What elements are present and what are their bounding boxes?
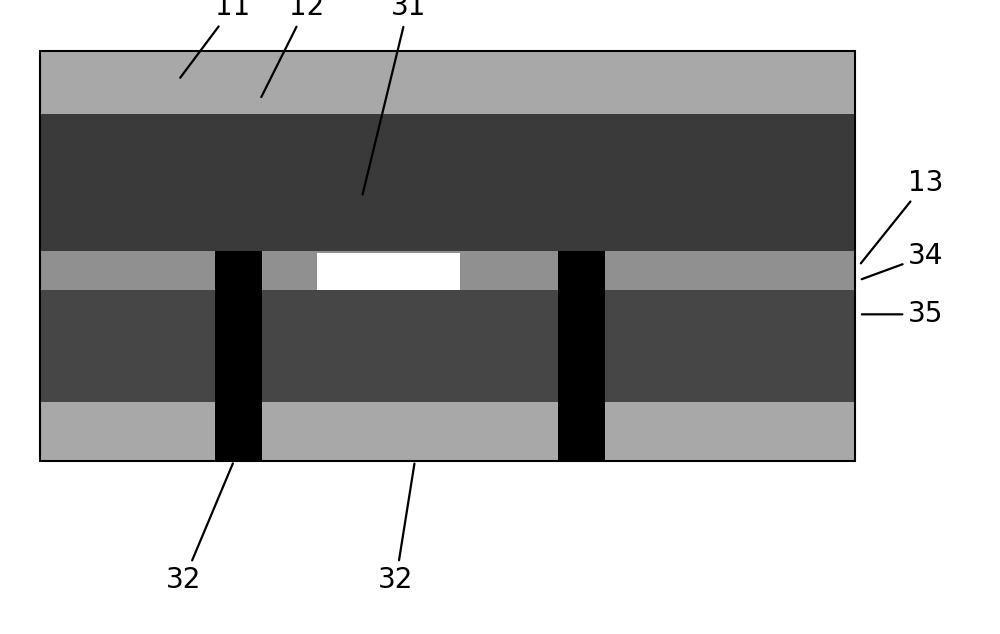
Bar — [215, 251, 262, 461]
Text: 13: 13 — [861, 169, 943, 263]
Bar — [40, 51, 855, 461]
Text: 31: 31 — [363, 0, 426, 195]
Text: 32: 32 — [166, 463, 233, 594]
Text: 32: 32 — [378, 463, 414, 594]
Bar — [40, 290, 855, 402]
Text: 35: 35 — [862, 301, 943, 328]
Bar — [40, 114, 855, 251]
Text: 34: 34 — [862, 242, 943, 279]
Bar — [558, 251, 605, 461]
Bar — [40, 51, 855, 114]
Bar — [40, 402, 855, 461]
Text: 12: 12 — [261, 0, 324, 97]
Text: 11: 11 — [180, 0, 250, 78]
Bar — [40, 251, 855, 290]
Bar — [317, 254, 460, 290]
